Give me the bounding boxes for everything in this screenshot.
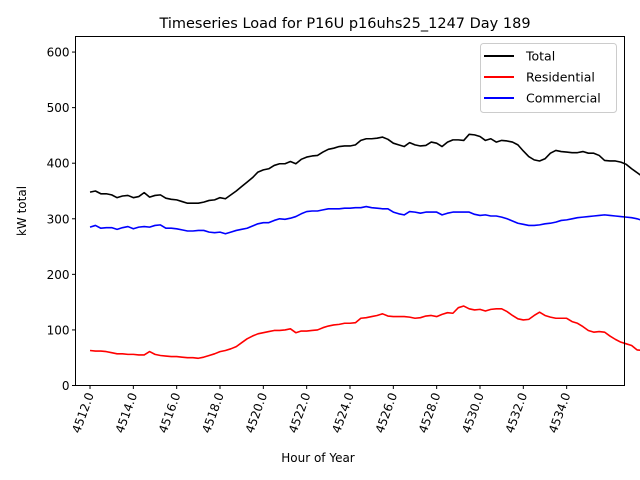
y-tick-label: 100 [47, 323, 70, 337]
x-tick-label: 4524.0 [329, 391, 357, 435]
x-tick-label: 4518.0 [199, 391, 227, 435]
series-layer [89, 133, 640, 360]
series-line-total [89, 133, 640, 205]
x-tick-label: 4522.0 [286, 391, 314, 435]
x-tick-label: 4526.0 [373, 391, 401, 435]
x-tick-label: 4516.0 [156, 391, 184, 435]
legend-box [480, 43, 617, 113]
x-tick-label: 4514.0 [113, 391, 141, 435]
y-axis-label: kW total [15, 186, 29, 236]
y-tick-label: 600 [47, 46, 70, 60]
x-tick-label: 4528.0 [416, 391, 444, 435]
series-line-commercial [89, 205, 640, 235]
y-tick-label: 500 [47, 101, 70, 115]
x-tick-label: 4530.0 [459, 391, 487, 435]
series-line-residential [89, 305, 640, 360]
y-tick-label: 400 [47, 157, 70, 171]
y-tick-label: 200 [47, 268, 70, 282]
x-tick-label: 4520.0 [243, 391, 271, 435]
y-tick-label: 0 [62, 379, 70, 393]
x-tick-label: 4534.0 [546, 391, 574, 435]
legend-label-total: Total [525, 49, 555, 64]
legend: Total Residential Commercial [480, 43, 617, 113]
x-axis-label: Hour of Year [281, 451, 355, 465]
legend-label-commercial: Commercial [526, 91, 601, 106]
y-tick-label: 300 [47, 212, 70, 226]
x-tick-label: 4512.0 [69, 391, 97, 435]
chart-title: Timeseries Load for P16U p16uhs25_1247 D… [158, 16, 530, 32]
legend-label-residential: Residential [526, 70, 595, 85]
x-tick-label: 4532.0 [503, 391, 531, 435]
